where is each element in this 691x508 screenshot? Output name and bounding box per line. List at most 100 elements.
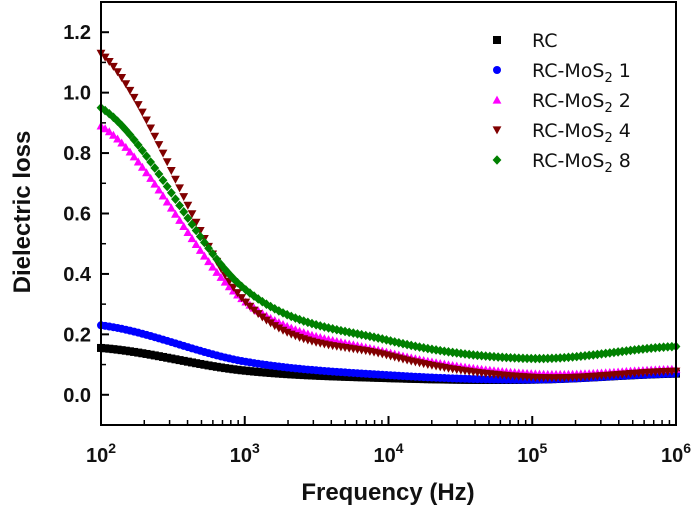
data-point	[183, 201, 193, 210]
data-point	[166, 166, 176, 175]
data-point	[303, 371, 312, 380]
data-point	[125, 347, 134, 356]
data-point	[125, 147, 135, 156]
y-axis: 0.0 0.2 0.4 0.6 0.8 1.0 1.2	[63, 22, 109, 407]
data-point	[580, 351, 590, 361]
data-point	[146, 350, 155, 359]
data-point	[319, 322, 329, 332]
data-point	[142, 116, 151, 125]
data-point	[137, 145, 147, 156]
data-point	[138, 349, 147, 358]
data-point	[341, 372, 350, 381]
data-point	[121, 125, 131, 135]
legend-item: RC-MoS2 2	[492, 90, 631, 116]
data-point	[104, 127, 114, 136]
data-point	[279, 369, 288, 378]
data-point	[328, 324, 338, 334]
data-point	[154, 352, 163, 361]
data-point	[617, 346, 627, 357]
legend-label: RC-MoS2 1	[532, 60, 631, 86]
data-point	[188, 358, 197, 367]
data-point	[233, 365, 242, 374]
data-point	[171, 355, 180, 364]
x-tick-label: 105	[517, 440, 547, 467]
data-point	[125, 86, 135, 95]
data-point	[588, 350, 598, 360]
data-point	[427, 344, 437, 355]
data-point	[336, 372, 345, 381]
data-point	[105, 344, 114, 353]
data-point	[299, 371, 308, 380]
series-layer	[96, 49, 681, 384]
data-point	[254, 367, 263, 376]
data-point	[150, 351, 159, 360]
data-point	[241, 366, 250, 375]
data-point	[225, 364, 234, 373]
y-tick-label: 1.0	[63, 83, 91, 105]
data-point	[200, 251, 209, 260]
data-point	[464, 349, 474, 360]
legend-label: RC-MoS2 2	[532, 90, 631, 116]
data-point	[113, 116, 122, 127]
x-axis: 102 103 104 105 106	[86, 416, 691, 467]
legend-item: RC-MoS2 1	[493, 60, 631, 86]
data-point	[328, 372, 337, 381]
data-point	[419, 343, 429, 353]
data-point	[100, 124, 110, 133]
data-point	[262, 368, 271, 377]
data-point	[241, 298, 251, 307]
data-point	[208, 362, 217, 371]
data-point	[216, 272, 226, 281]
data-point	[167, 354, 176, 363]
data-point	[402, 339, 412, 350]
data-point	[311, 319, 321, 330]
y-tick-label: 0.6	[63, 204, 91, 226]
data-point	[228, 283, 238, 292]
data-point	[274, 324, 284, 333]
data-point	[320, 372, 329, 381]
data-point	[129, 93, 139, 102]
data-point	[142, 151, 151, 161]
data-point	[195, 245, 205, 254]
data-point	[109, 130, 118, 139]
data-point	[287, 370, 296, 379]
data-point	[253, 310, 263, 319]
data-point	[295, 314, 304, 325]
data-point	[473, 350, 482, 361]
data-point	[121, 346, 130, 355]
data-point	[183, 213, 193, 223]
x-tick-label: 104	[373, 440, 403, 467]
data-point	[204, 361, 213, 370]
data-point	[134, 348, 143, 357]
data-point	[133, 101, 143, 110]
y-tick-label: 0.8	[63, 143, 91, 165]
data-point	[171, 209, 180, 218]
data-point	[191, 240, 201, 249]
data-point	[125, 129, 135, 140]
series-4	[96, 102, 681, 364]
y-tick-label: 0.4	[63, 264, 92, 286]
data-point	[208, 249, 218, 259]
data-point	[200, 237, 209, 248]
data-point	[100, 53, 110, 62]
data-point	[245, 367, 254, 376]
data-point	[154, 141, 164, 150]
data-point	[609, 347, 619, 358]
data-point	[220, 277, 230, 286]
data-point	[166, 203, 176, 212]
data-point	[233, 289, 242, 298]
data-point	[109, 62, 118, 71]
legend-marker-circle-icon	[493, 66, 501, 74]
x-tick-label: 106	[661, 440, 691, 467]
legend-item: RC-MoS2 8	[492, 150, 631, 176]
data-point	[179, 207, 189, 217]
data-point	[250, 367, 259, 376]
data-point	[274, 369, 283, 378]
data-point	[158, 191, 168, 200]
data-point	[212, 362, 221, 371]
legend-label: RC-MoS2 4	[532, 120, 631, 146]
data-point	[237, 281, 247, 292]
data-point	[175, 200, 184, 211]
data-point	[146, 157, 156, 167]
